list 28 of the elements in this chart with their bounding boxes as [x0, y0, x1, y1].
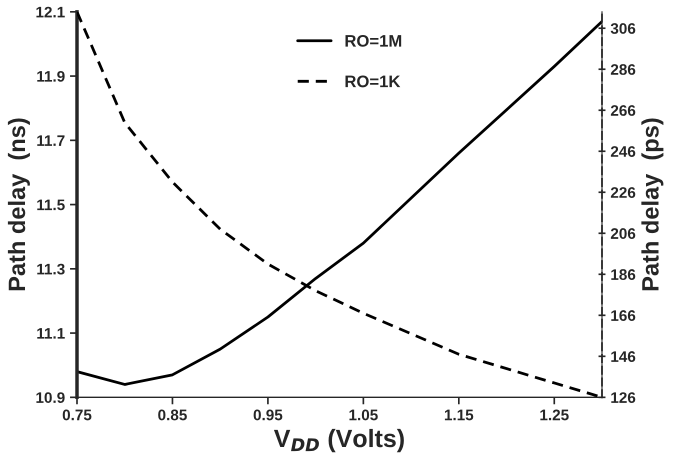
x-tick-label: 0.85	[158, 410, 187, 420]
y2-axis-title: Path delay (ps)	[641, 118, 664, 290]
legend-label: RO=1K	[346, 76, 400, 88]
x-tick-label: 0.95	[254, 410, 282, 420]
legend-label: RO=1M	[346, 34, 402, 47]
y2-tick-label: 206	[610, 228, 636, 239]
y-tick-label: 12.1	[36, 6, 65, 18]
y-tick-label: 11.1	[37, 328, 65, 339]
x-tick-label: 1.25	[540, 410, 569, 420]
y-axis-title: Path delay (ns)	[8, 118, 30, 290]
x-axis-title: V$_{DD}$ (Volts)	[274, 428, 404, 452]
x-tick-label: 1.05	[349, 410, 378, 420]
y2-tick-label: 126	[611, 392, 636, 404]
y-tick-label: 11.9	[37, 70, 65, 82]
y2-tick-label: 306	[610, 23, 636, 34]
y2-tick-label: 266	[610, 105, 636, 116]
y-tick-label: 10.9	[36, 392, 65, 404]
y2-tick-label: 146	[611, 351, 636, 362]
x-tick-label: 1.15	[444, 410, 474, 420]
y-tick-label: 11.5	[37, 200, 65, 210]
y-tick-label: 11.7	[37, 135, 65, 146]
y2-tick-label: 246	[610, 146, 636, 157]
x-tick-label: 0.75	[62, 410, 92, 420]
y2-tick-label: 286	[610, 64, 636, 75]
y-tick-label: 11.3	[37, 264, 65, 275]
y2-tick-label: 166	[611, 310, 636, 321]
y2-tick-label: 186	[611, 269, 636, 280]
y2-tick-label: 226	[610, 187, 636, 198]
